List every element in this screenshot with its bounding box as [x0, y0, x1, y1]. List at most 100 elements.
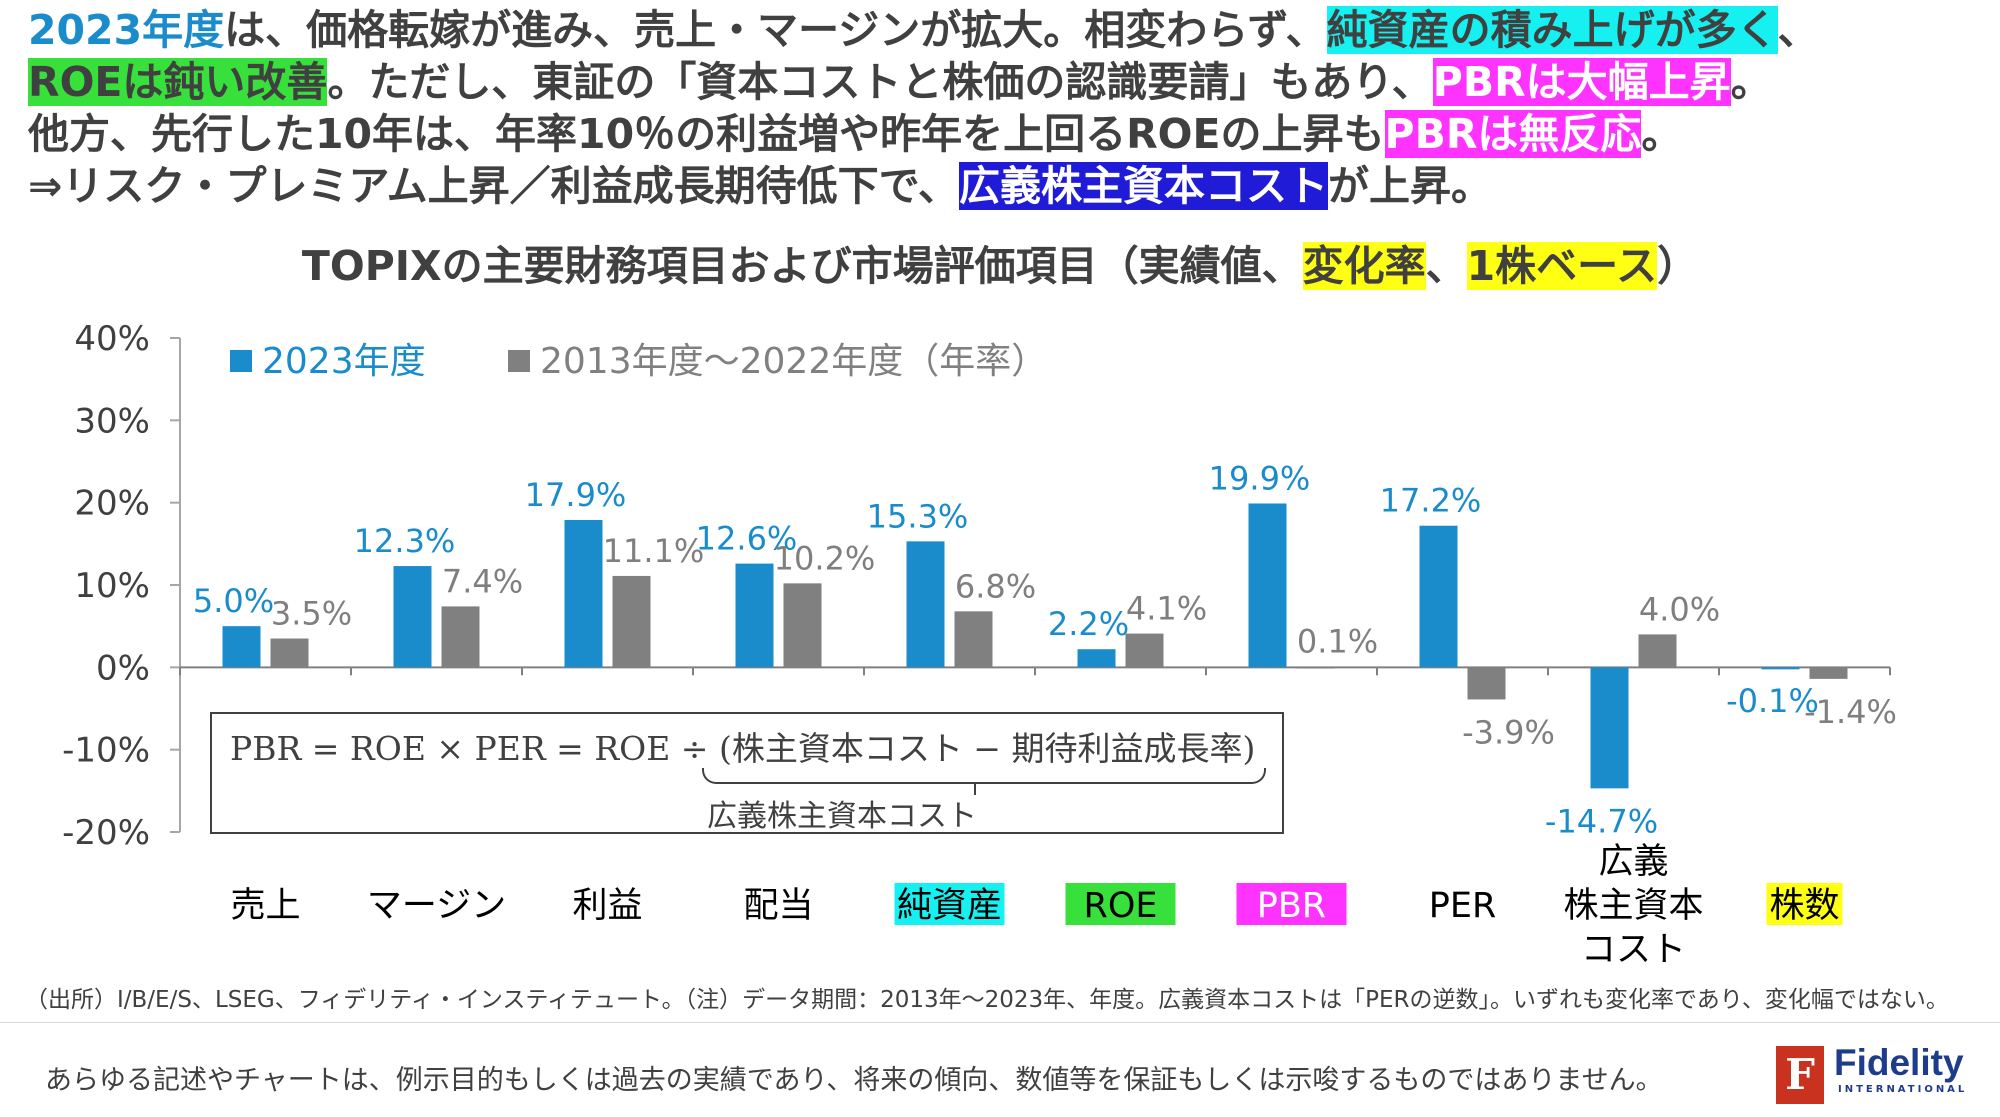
bar-2023 — [1077, 649, 1116, 668]
category-label: マージン — [367, 886, 506, 926]
logo-name: Fidelity — [1834, 1042, 1964, 1083]
chart-title-part: 、 — [1425, 242, 1467, 290]
headline-highlight-blue-text: 2023年度 — [28, 6, 225, 54]
legend-label: 2023年度 — [262, 341, 426, 382]
headline-text: 他方、先行した10年は、年率10％の利益増や昨年を上回るROEの上昇も — [28, 110, 1385, 158]
headline-text: 。 — [1730, 58, 1772, 106]
headline-line-3: 他方、先行した10年は、年率10％の利益増や昨年を上回るROEの上昇もPBRは無… — [28, 108, 1988, 160]
category-label: 売上 — [230, 886, 300, 926]
bar-2023 — [564, 519, 603, 668]
bar-2013-2022 — [612, 575, 651, 668]
y-tick-label: 0% — [96, 648, 150, 688]
category-label: 広義 — [1598, 842, 1668, 882]
headline-text: は、価格転嫁が進み、売上・マージンが拡大。相変わらず、 — [224, 6, 1327, 54]
bar-2013-2022 — [954, 611, 993, 668]
data-label: 19.9% — [1209, 459, 1311, 497]
data-label: 12.6% — [696, 520, 798, 558]
formula-text: PBR = ROE × PER = ROE ÷ (株主資本コスト − 期待利益成… — [230, 729, 1256, 768]
formula-brace-tick — [974, 783, 976, 795]
legend-swatch — [230, 350, 252, 372]
category-label: 配当 — [743, 886, 813, 926]
bar-2013-2022 — [1467, 667, 1506, 700]
bar-chart: 40% 30% 20% 10% 0% -10% -20% 2023年度 2013年度～2022年… — [62, 319, 1897, 970]
y-tick-label: -10% — [62, 731, 150, 771]
category-label: PER — [1429, 886, 1497, 926]
bar-2013-2022 — [1809, 667, 1848, 679]
bar-2013-2022 — [1296, 666, 1335, 669]
bar-2013-2022 — [1125, 633, 1164, 668]
bar-2023 — [222, 626, 261, 668]
y-tick-label: 30% — [74, 401, 150, 441]
data-label: 0.1% — [1297, 623, 1378, 661]
data-label: 17.2% — [1380, 482, 1482, 520]
data-label: 3.5% — [271, 595, 352, 633]
logo-mark-icon: F — [1776, 1046, 1824, 1104]
headline-line-4: ⇒リスク・プレミアム上昇／利益成長期待低下で、広義株主資本コストが上昇。 — [28, 160, 1988, 212]
data-label: -0.1% — [1726, 682, 1819, 720]
headline-highlight-magenta: PBRは大幅上昇 — [1432, 58, 1731, 106]
headline-text: 。 — [1641, 110, 1683, 158]
data-label: 4.0% — [1639, 590, 1720, 628]
headline-text: ⇒リスク・プレミアム上昇／利益成長期待低下で、 — [28, 162, 960, 210]
category-label: 株数 — [1769, 886, 1839, 926]
category-label: コスト — [1581, 930, 1686, 970]
bar-2023 — [735, 563, 774, 668]
category-highlight — [894, 883, 1005, 925]
data-label: 5.0% — [193, 582, 274, 620]
headline-highlight-navy: 広義株主資本コスト — [959, 162, 1329, 210]
bar-2023 — [906, 541, 945, 668]
data-label: 6.8% — [955, 567, 1036, 605]
category-label: ROE — [1084, 886, 1158, 926]
headline: 2023年度は、価格転嫁が進み、売上・マージンが拡大。相変わらず、純資産の積み上… — [28, 4, 1988, 212]
formula-brace — [702, 768, 1266, 784]
data-label: 17.9% — [525, 476, 627, 514]
data-label: 10.2% — [774, 539, 876, 577]
category-label: 利益 — [572, 886, 642, 926]
formula-box: PBR = ROE × PER = ROE ÷ (株主資本コスト − 期待利益成… — [210, 712, 1284, 834]
category-label: 株主資本 — [1563, 886, 1703, 926]
bar-2023 — [393, 566, 432, 668]
category-highlight — [1236, 883, 1347, 925]
data-label: 7.4% — [442, 562, 523, 600]
headline-highlight-magenta: PBRは無反応 — [1384, 110, 1642, 158]
disclaimer: あらゆる記述やチャートは、例示目的もしくは過去の実績であり、将来の傾向、数値等を… — [45, 1065, 1663, 1096]
headline-text: 。ただし、東証の「資本コストと株価の認識要請」もあり、 — [327, 58, 1433, 106]
data-label: 4.1% — [1126, 590, 1207, 628]
chart-title-part: ） — [1657, 242, 1699, 290]
y-tick-label: 40% — [74, 319, 150, 359]
bar-2023 — [1419, 525, 1458, 668]
chart-title: TOPIXの主要財務項目および市場評価項目（実績値、変化率、1株ベース） — [0, 240, 2000, 292]
headline-line-1: 2023年度は、価格転嫁が進み、売上・マージンが拡大。相変わらず、純資産の積み上… — [28, 4, 1988, 56]
y-tick-label: 10% — [74, 566, 150, 606]
data-label: 15.3% — [867, 497, 969, 535]
chart-title-highlight-change-rate: 変化率 — [1302, 242, 1426, 290]
formula-subtext: 広義株主資本コスト — [707, 799, 977, 834]
bar-2023 — [1248, 503, 1287, 668]
legend-swatch — [508, 350, 530, 372]
bar-2023 — [1761, 667, 1800, 670]
data-label: 12.3% — [354, 522, 456, 560]
headline-highlight-cyan: 純資産の積み上げが多く — [1326, 6, 1778, 54]
bar-2013-2022 — [441, 606, 480, 668]
category-label: PBR — [1257, 886, 1326, 926]
footnote: （出所）I/B/E/S、LSEG、フィデリティ・インスティテュート。（注）データ… — [25, 987, 1949, 1013]
y-tick-label: 20% — [74, 484, 150, 524]
chart-title-highlight-per-share: 1株ベース — [1466, 242, 1658, 290]
data-label: -3.9% — [1462, 713, 1555, 751]
bar-2013-2022 — [1638, 634, 1677, 668]
data-label: -1.4% — [1804, 693, 1897, 731]
legend-label: 2013年度～2022年度（年率） — [540, 341, 1047, 382]
bar-2013-2022 — [270, 638, 309, 668]
bar-2023 — [1590, 667, 1629, 789]
headline-highlight-green: ROEは鈍い改善 — [28, 58, 328, 106]
data-label: 2.2% — [1048, 605, 1129, 643]
headline-text: が上昇。 — [1328, 162, 1493, 210]
y-tick-label: -20% — [62, 813, 150, 853]
headline-line-2: ROEは鈍い改善。ただし、東証の「資本コストと株価の認識要請」もあり、PBRは大… — [28, 56, 1988, 108]
bar-2013-2022 — [783, 583, 822, 668]
category-label: 純資産 — [897, 886, 1002, 926]
category-highlight — [1766, 883, 1843, 925]
logo-sub: INTERNATIONAL — [1838, 1084, 1968, 1095]
category-highlight — [1065, 883, 1176, 925]
chart-title-part: TOPIXの主要財務項目および市場評価項目（実績値、 — [301, 242, 1303, 290]
